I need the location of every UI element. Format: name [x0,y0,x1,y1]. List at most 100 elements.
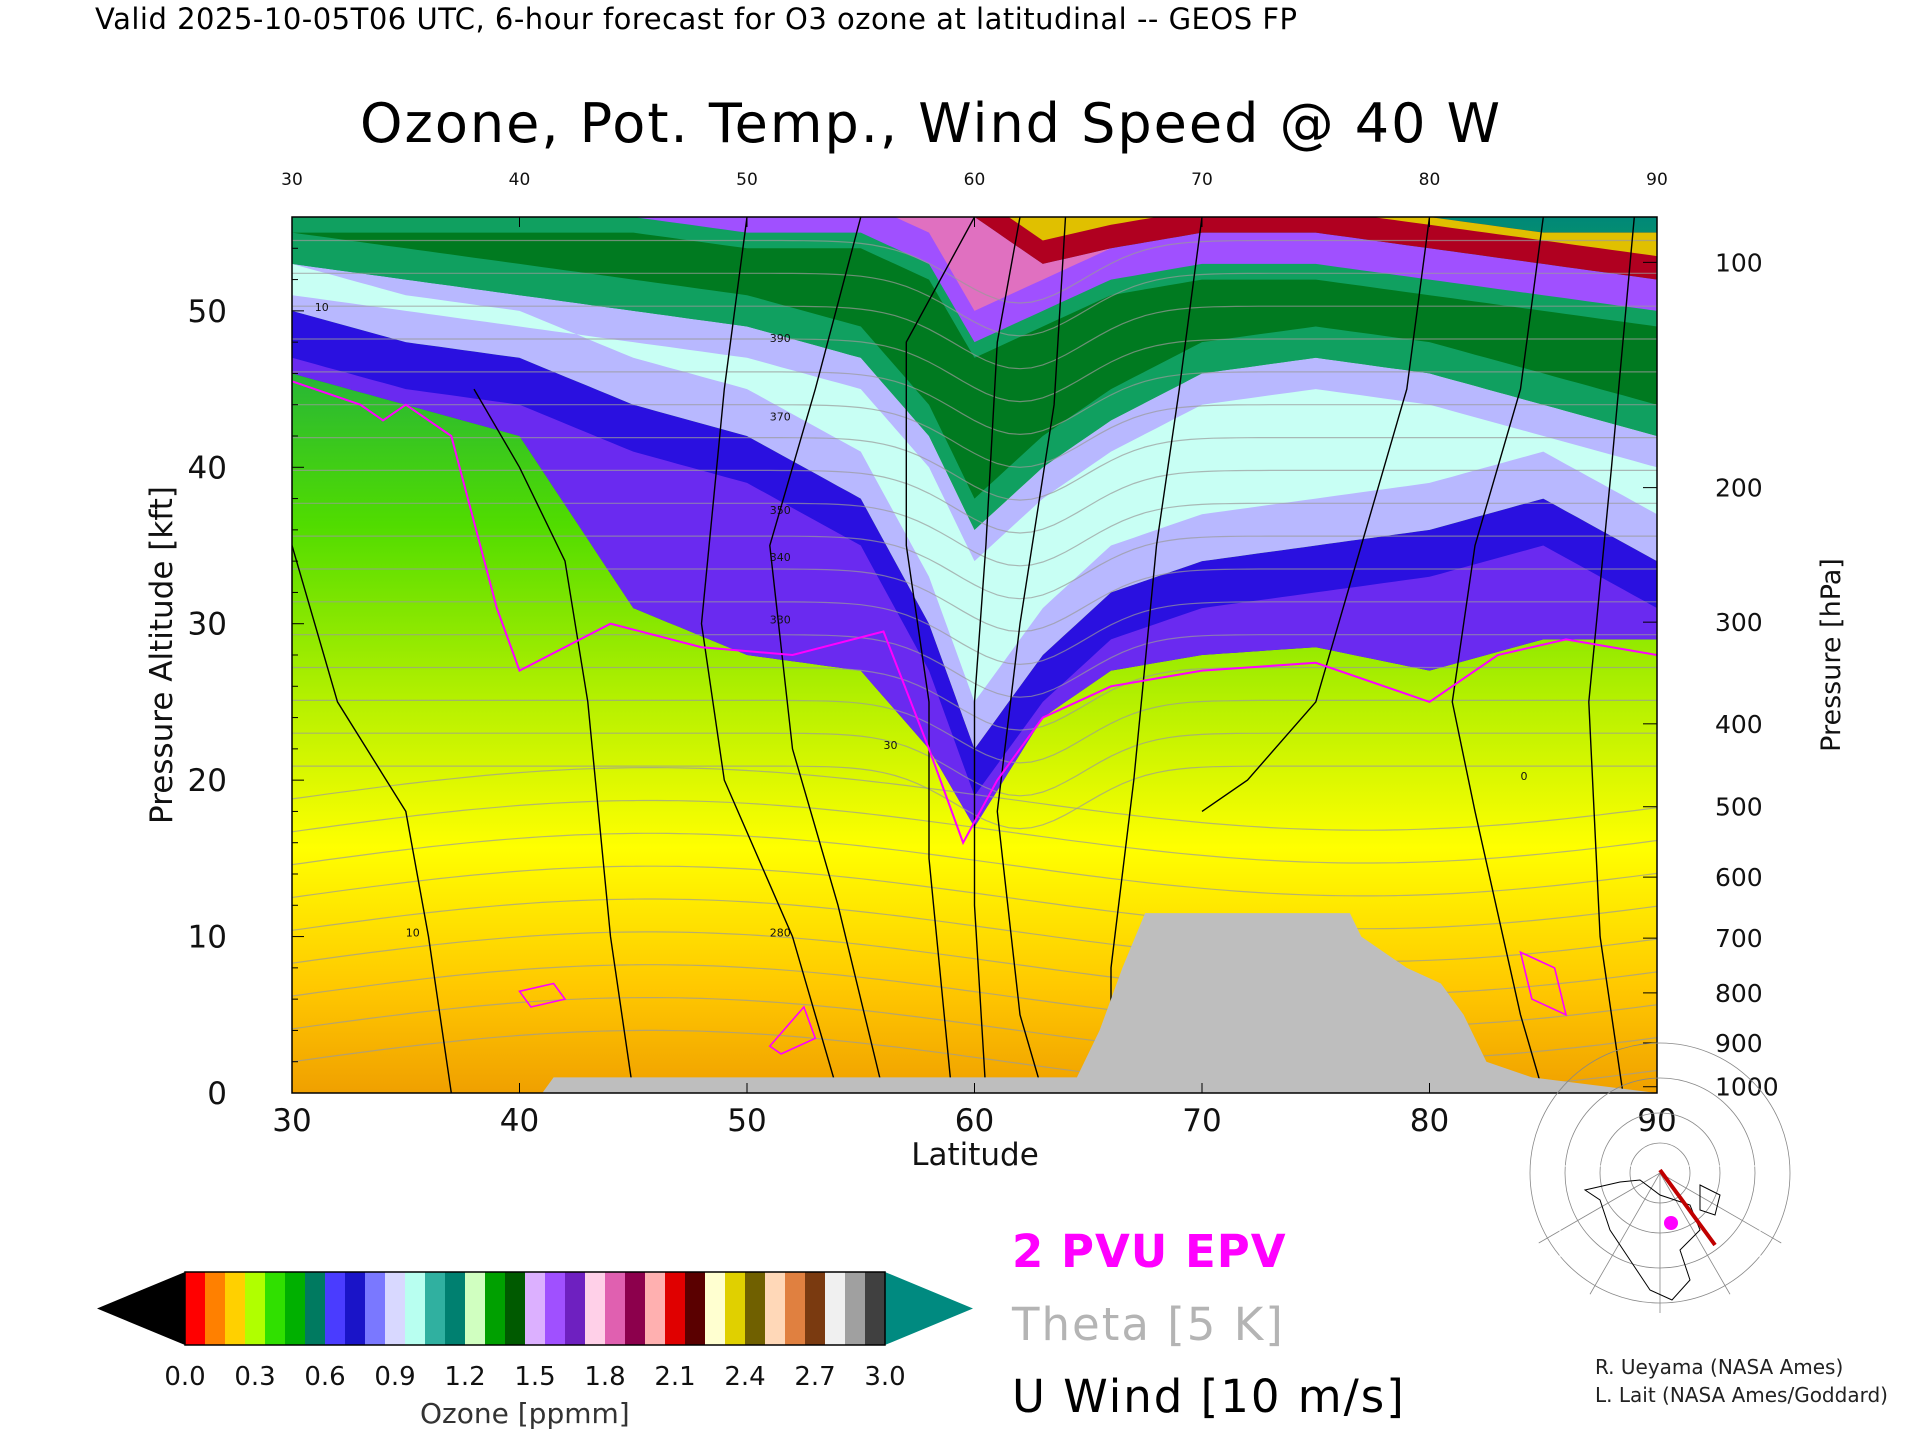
u-wind-contour [1201,217,1431,812]
colorbar-swatch [365,1272,386,1345]
theta-contour [292,634,1657,698]
colorbar-tick-label: 3.0 [864,1362,905,1392]
inset-meridian [1659,1172,1782,1244]
x-tick-label: 90 [1637,1103,1676,1139]
colorbar-swatch [225,1272,246,1345]
colorbar-swatch [185,1272,206,1345]
theta-contour [292,338,1657,403]
legend-uwind: U Wind [10 m/s] [1012,1370,1406,1423]
colorbar-swatch [385,1272,406,1345]
theta-contour [292,272,1657,337]
inset-map [1529,1042,1791,1320]
colorbar-swatch [405,1272,426,1345]
theta-label: 390 [770,332,791,345]
x-tick-label-top: 40 [509,170,531,190]
colorbar-swatch [765,1272,786,1345]
colorbar-tick-label: 0.6 [304,1362,345,1392]
theta-contour [292,371,1657,436]
colorbar-swatch [345,1272,366,1345]
x-tick-label: 30 [272,1103,311,1139]
topography-mask [292,913,1657,1093]
legend-epv: 2 PVU EPV [1012,1225,1287,1278]
theta-contour [292,502,1657,567]
x-tick-label: 60 [955,1103,994,1139]
colorbar-tick-label: 1.2 [444,1362,485,1392]
colorbar-tick-label: 0.0 [164,1362,205,1392]
colorbar-swatch [565,1272,586,1345]
theta-contour [292,898,1657,963]
epv-contour [292,380,1657,846]
colorbar-frame [184,1271,886,1346]
colorbar-swatch [205,1272,226,1345]
colorbar-swatch [625,1272,646,1345]
colorbar-swatch [505,1272,526,1345]
u-wind-contour [1588,217,1635,1093]
pressure-tick-label: 300 [1715,608,1763,637]
forecast-header: Valid 2025-10-05T06 UTC, 6-hour forecast… [95,2,1298,36]
inset-track [1658,1168,1717,1247]
u-wind-contours: 10 30 0 10 [292,217,1635,1093]
inset-meridian [1659,1172,1731,1295]
u-wind-contour [1451,217,1544,1093]
y-tick-label: 30 [188,607,227,643]
ozone-band-0-2 [292,357,1657,828]
ozone-band-1-1 [292,232,1657,499]
colorbar-tick-label: 2.4 [724,1362,765,1392]
epv-2pvu-contour [292,380,1657,1055]
u-wind-contour [996,217,1067,1093]
u-wind-contour [973,217,1021,1093]
theta-contour [292,437,1657,501]
pressure-tick-label: 1000 [1715,1073,1779,1102]
theta-contour [292,601,1657,666]
colorbar-swatch [645,1272,666,1345]
y-tick-label: 20 [188,763,227,799]
colorbar-swatch [285,1272,306,1345]
colorbar-swatch [665,1272,686,1345]
pressure-tick-label: 700 [1715,924,1763,953]
colorbar-swatch [325,1272,346,1345]
y-tick-label: 40 [188,450,227,486]
pressure-tick-label: 900 [1715,1029,1763,1058]
u-wind-contour [905,217,976,1093]
colorbar-tick-label: 2.1 [654,1362,695,1392]
inset-meridian [1538,1172,1661,1244]
pressure-tick-label: 200 [1715,474,1763,503]
colorbar-swatch [265,1272,286,1345]
credit-line: L. Lait (NASA Ames/Goddard) [1595,1383,1888,1407]
ozone-field [292,217,1657,1093]
colorbar-swatch [725,1272,746,1345]
topography [292,913,1657,1093]
y-tick-label: 50 [188,294,227,330]
pressure-tick-label: 400 [1715,710,1763,739]
x-tick-label: 70 [1182,1103,1221,1139]
colorbar-swatch [445,1272,466,1345]
plot-axes: 3030404050506060707080809090010203040501… [188,170,1779,1139]
x-tick-label-top: 90 [1646,170,1668,190]
colorbar-swatch [245,1272,266,1345]
ozone-band-1-7 [894,217,1657,311]
x-axis-label: Latitude [911,1137,1039,1173]
colorbar-under-arrow [97,1272,185,1345]
colorbar-swatch [845,1272,866,1345]
colorbar-swatch [825,1272,846,1345]
theta-contour [292,239,1657,304]
inset-coastline [1583,1179,1701,1301]
u-wind-label: 30 [884,739,898,752]
y-tick-label: 0 [207,1076,227,1112]
chart-title: Ozone, Pot. Temp., Wind Speed @ 40 W [360,92,1503,155]
y-tick-label: 10 [188,920,227,956]
theta-label: 280 [770,927,791,940]
colorbar-swatch [545,1272,566,1345]
x-tick-label-top: 80 [1419,170,1441,190]
colorbar-label: Ozone [ppmm] [420,1397,630,1430]
x-tick-label: 50 [727,1103,766,1139]
u-wind-contour [473,388,634,1093]
ozone-band-2-3 [1008,217,1657,257]
theta-label: 370 [770,410,791,423]
inset-meridian [1589,1172,1661,1295]
inset-marker [1664,1216,1678,1230]
u-wind-label: 10 [406,927,420,940]
ozone-band-0-3 [292,310,1657,828]
u-wind-contour [1110,217,1203,1093]
